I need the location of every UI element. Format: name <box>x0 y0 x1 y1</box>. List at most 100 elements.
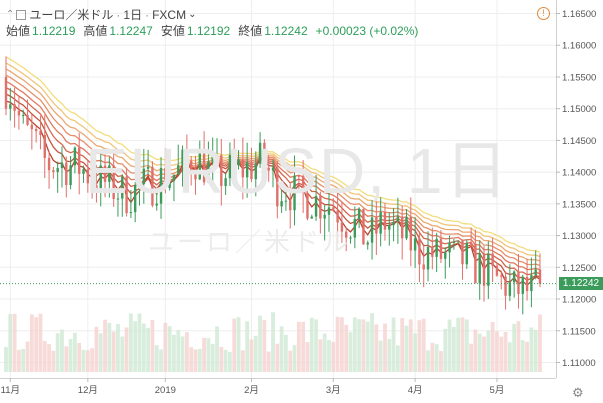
candle-body[interactable] <box>146 166 150 169</box>
candle-body[interactable] <box>65 162 68 186</box>
candle-body[interactable] <box>116 198 120 200</box>
candle-body[interactable] <box>474 243 477 284</box>
candle-body[interactable] <box>220 155 223 187</box>
candle-body[interactable] <box>39 131 42 136</box>
candle-body[interactable] <box>69 165 72 186</box>
candle-body[interactable] <box>267 167 270 171</box>
candle-body[interactable] <box>159 167 163 204</box>
alert-icon[interactable]: ! <box>537 7 550 20</box>
candle-body[interactable] <box>327 207 331 215</box>
candle-body[interactable] <box>108 165 111 182</box>
candle-body[interactable] <box>250 162 253 180</box>
candle-body[interactable] <box>138 184 141 186</box>
candle-body[interactable] <box>189 160 193 173</box>
candle-body[interactable] <box>99 165 102 193</box>
candle-body[interactable] <box>289 200 292 211</box>
candle-body[interactable] <box>508 282 512 296</box>
candle-body[interactable] <box>405 216 408 239</box>
collapse-chevron-icon[interactable]: ⌃ <box>6 9 15 20</box>
candle-body[interactable] <box>168 180 171 188</box>
price-axis[interactable]: 1.16500 1.16000 1.15500 1.15000 1.14500 1.140… <box>556 9 596 369</box>
candle-body[interactable] <box>426 247 430 270</box>
candle-body[interactable] <box>323 214 326 219</box>
candle-body[interactable] <box>181 149 184 166</box>
candle-body[interactable] <box>129 212 133 214</box>
candle-body[interactable] <box>164 167 167 188</box>
candle-body[interactable] <box>194 172 197 180</box>
candle-body[interactable] <box>448 242 451 253</box>
candle-body[interactable] <box>478 253 481 284</box>
candlesticks[interactable] <box>4 56 542 315</box>
gear-icon[interactable]: ⚙ <box>572 385 584 400</box>
candle-body[interactable] <box>52 170 55 173</box>
candle-body[interactable] <box>155 203 158 206</box>
candle-body[interactable] <box>47 157 51 171</box>
candle-body[interactable] <box>370 217 374 243</box>
candle-body[interactable] <box>521 276 524 294</box>
candle-body[interactable] <box>125 176 128 214</box>
candle-body[interactable] <box>224 178 227 187</box>
candle-body[interactable] <box>353 218 357 238</box>
candle-body[interactable] <box>284 200 288 202</box>
candle-body[interactable] <box>314 196 318 217</box>
candle-body[interactable] <box>340 222 344 232</box>
candle-body[interactable] <box>30 124 34 130</box>
interval[interactable]: 1日 <box>123 8 143 22</box>
symbol-name[interactable]: ユーロ／米ドル <box>29 8 114 22</box>
candle-body[interactable] <box>491 253 494 266</box>
candle-body[interactable] <box>538 269 542 284</box>
candle-body[interactable] <box>73 147 77 166</box>
candle-body[interactable] <box>245 162 249 178</box>
candle-body[interactable] <box>409 216 413 251</box>
candle-body[interactable] <box>17 110 21 116</box>
candle-body[interactable] <box>388 225 391 230</box>
candle-body[interactable] <box>504 276 507 296</box>
candle-body[interactable] <box>82 169 85 174</box>
candle-body[interactable] <box>211 156 214 162</box>
candle-body[interactable] <box>336 210 339 223</box>
candle-body[interactable] <box>215 155 219 157</box>
candle-body[interactable] <box>452 241 456 243</box>
candle-body[interactable] <box>495 265 499 276</box>
candle-body[interactable] <box>56 168 59 173</box>
candle-body[interactable] <box>86 169 90 184</box>
candle-body[interactable] <box>90 183 94 185</box>
candle-body[interactable] <box>469 243 473 245</box>
candle-body[interactable] <box>435 238 438 257</box>
candle-body[interactable] <box>461 240 464 265</box>
candle-body[interactable] <box>142 168 146 185</box>
candle-body[interactable] <box>297 175 301 177</box>
candle-body[interactable] <box>185 149 189 161</box>
candle-body[interactable] <box>151 166 154 206</box>
candle-body[interactable] <box>121 176 124 199</box>
candle-body[interactable] <box>271 167 275 171</box>
candle-body[interactable] <box>233 154 236 166</box>
candle-body[interactable] <box>202 151 206 183</box>
candle-body[interactable] <box>500 275 503 277</box>
candle-body[interactable] <box>345 231 348 238</box>
candle-body[interactable] <box>22 115 25 117</box>
candle-body[interactable] <box>444 252 447 259</box>
candle-body[interactable] <box>9 104 12 109</box>
candle-body[interactable] <box>228 154 232 179</box>
candle-body[interactable] <box>512 271 516 283</box>
candle-body[interactable] <box>439 238 443 259</box>
candle-body[interactable] <box>319 196 322 219</box>
candle-body[interactable] <box>465 243 468 265</box>
candle-body[interactable] <box>530 275 533 292</box>
candle-body[interactable] <box>78 147 81 174</box>
candle-body[interactable] <box>258 142 262 164</box>
chevron-down-icon[interactable]: ⌄ <box>188 9 197 20</box>
candle-body[interactable] <box>418 238 421 265</box>
candle-body[interactable] <box>332 207 335 211</box>
candle-body[interactable] <box>177 165 180 175</box>
candle-body[interactable] <box>310 216 313 219</box>
candle-body[interactable] <box>60 162 64 169</box>
candle-body[interactable] <box>400 216 404 239</box>
candle-body[interactable] <box>280 201 283 207</box>
time-axis[interactable]: 11月 12月 2019 2月 3月 4月 5月 <box>1 378 505 396</box>
candle-body[interactable] <box>349 237 352 239</box>
candle-body[interactable] <box>366 242 369 245</box>
candle-body[interactable] <box>525 276 529 292</box>
